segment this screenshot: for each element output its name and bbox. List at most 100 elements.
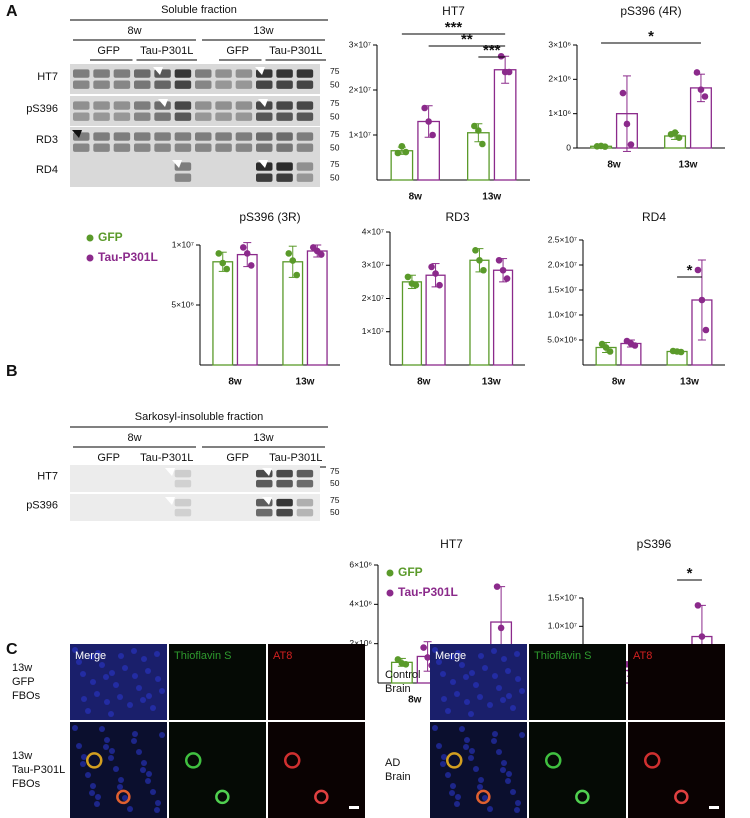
band [134,69,151,78]
band [235,69,253,78]
arrowhead [258,160,268,168]
band [195,132,212,141]
nucleus [103,674,109,680]
data-point [671,129,679,136]
data-point [428,263,435,271]
blot-strip [70,96,320,126]
arrowhead [165,468,175,476]
data-point [697,86,705,93]
band [256,80,273,89]
band [73,101,90,110]
nucleus [131,738,137,744]
band [113,101,131,110]
data-point [479,140,486,148]
nucleus [117,694,123,700]
timepoint: 13w [253,432,273,444]
chart-title: RD3 [445,210,469,224]
band [154,143,171,152]
nucleus [99,726,105,732]
legend-label: Tau-P301L [398,585,458,599]
timepoint: 8w [127,432,141,444]
band [296,469,314,478]
nucleus [94,691,100,697]
x-tick-label: 8w [607,160,621,171]
micrograph [529,722,626,818]
nucleus [449,654,455,660]
nucleus [99,662,105,668]
data-point [398,142,406,150]
chart-title: HT7 [440,537,463,551]
band [276,69,293,78]
band [235,101,253,110]
band [174,143,192,152]
data-point [420,644,427,651]
data-point [402,148,410,156]
chart-title: RD4 [642,210,666,224]
band [174,101,192,110]
nucleus [501,760,507,766]
x-tick-label: 13w [680,377,699,388]
nucleus [459,726,465,732]
band [134,101,151,110]
bar [425,274,446,366]
column-label: AT8 [273,650,292,662]
x-tick-label: 8w [228,377,242,388]
nucleus [113,766,119,772]
column-label: AT8 [633,650,652,662]
band [276,498,293,507]
group-label: GFP [97,452,120,464]
data-point [424,654,431,661]
nucleus [506,771,512,777]
row-label: Brain [385,683,411,695]
y-tick-label: 1.0×10⁷ [548,309,577,319]
row-label: FBOs [12,690,41,702]
row-label: 13w [12,662,32,674]
mw-marker: 75 [330,495,340,505]
band [276,173,293,182]
row-label: HT7 [37,71,58,83]
nucleus [445,772,451,778]
data-point [215,250,223,257]
row-label: Tau-P301L [12,764,65,776]
band [215,101,232,110]
nucleus [159,688,165,694]
micrograph [169,722,266,818]
blot-strip [70,127,320,157]
y-tick-label: 3×10⁷ [362,260,384,270]
sig-label: *** [445,19,463,36]
micrograph [628,722,725,818]
nucleus [500,767,506,773]
nucleus [80,761,86,767]
nucleus [469,670,475,676]
nucleus [491,738,497,744]
band [195,112,212,121]
group-label: Tau-P301L [269,45,322,57]
data-point [675,134,683,141]
error-bar [622,75,631,152]
arrowhead [258,99,268,107]
band [256,112,273,121]
data-point [623,120,631,128]
blot-title: Sarkosyl-insoluble fraction [135,411,263,423]
nucleus [113,682,119,688]
nucleus [109,670,115,676]
group-label: Tau-P301L [140,452,193,464]
cell-signal [446,752,463,769]
band [296,508,314,517]
row-label: pS396 [26,103,58,115]
band [276,508,293,517]
nucleus [464,737,470,743]
data-point [606,348,614,355]
nucleus [501,656,507,662]
sig-label: *** [483,42,501,59]
y-tick-label: 3×10⁷ [349,39,371,49]
nucleus [482,795,488,801]
band [174,508,192,517]
arrowhead [262,497,272,505]
band [154,132,171,141]
band [93,101,110,110]
sig-label: * [687,565,693,582]
cell-signal [284,752,301,769]
arrowhead [172,160,182,168]
data-point [317,251,325,258]
